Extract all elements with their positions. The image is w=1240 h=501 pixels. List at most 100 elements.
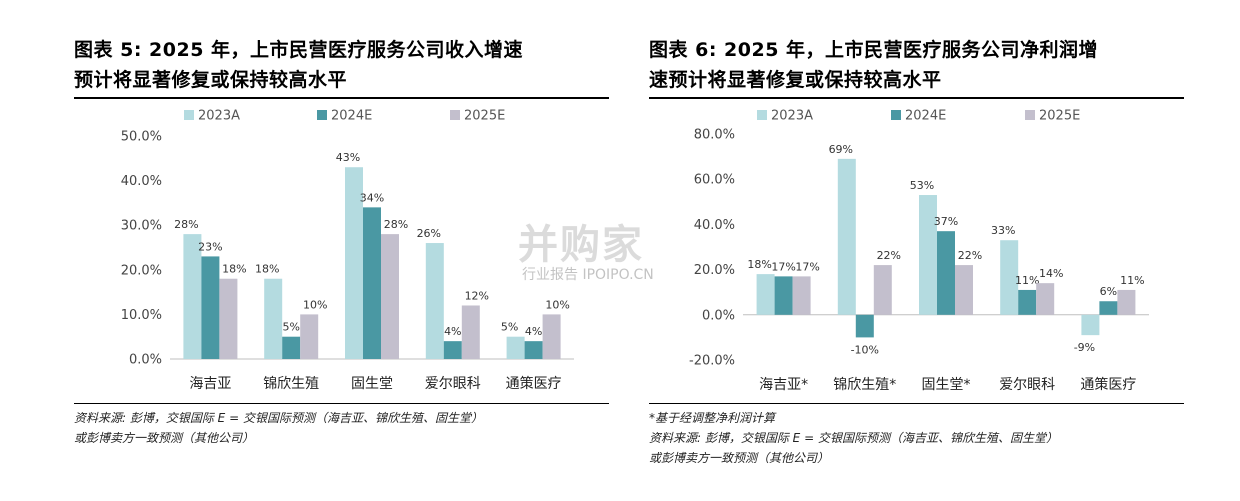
data-label: 53% [910, 179, 934, 192]
data-label: 4% [525, 325, 542, 338]
bar-2025E-0 [219, 278, 238, 359]
bar-2024E-4 [524, 341, 543, 359]
data-label: 28% [384, 218, 408, 231]
bar-2023A-4 [506, 336, 525, 359]
y-axis-ticks: 0.0% 10.0% 20.0% 30.0% 40.0% 50.0% [121, 130, 162, 368]
data-label: 17% [795, 260, 819, 273]
y-tick-label: 40.0% [694, 218, 735, 233]
x-category-label: 锦欣生殖 [263, 375, 319, 392]
title-divider [649, 97, 1184, 99]
x-category-label: 锦欣生殖* [833, 376, 896, 393]
chart-title-line-1: 图表 5: 2025 年，上市民营医疗服务公司收入增速 [74, 39, 524, 61]
chart-title: 图表 6: 2025 年，上市民营医疗服务公司净利润增 速预计将显著修复或保持较… [649, 35, 1189, 95]
x-category-label: 海吉亚* [759, 377, 808, 393]
bar-2024E-3 [1018, 289, 1037, 315]
y-tick-label: 0.0% [702, 308, 735, 323]
legend-swatch-2025E [1025, 110, 1035, 120]
bar-2024E-3 [443, 341, 462, 359]
source-note: 资料来源: 彭博，交银国际 E = 交银国际预测（海吉亚、锦欣生殖、固生堂） 或… [74, 408, 614, 448]
chart-panel-net-profit-growth: 图表 6: 2025 年，上市民营医疗服务公司净利润增 速预计将显著修复或保持较… [649, 0, 1189, 501]
chart-legend: 2023A 2024E 2025E [757, 109, 1080, 124]
bar-2024E-2 [937, 231, 955, 315]
data-label: 14% [1039, 267, 1063, 280]
footer-divider [74, 403, 609, 404]
y-tick-label: 20.0% [694, 263, 735, 278]
legend-label-2025E: 2025E [464, 109, 505, 124]
x-category-label: 爱尔眼科 [425, 376, 481, 392]
source-line-2: 或彭博卖方一致预测（其他公司） [74, 431, 255, 445]
net-profit-growth-bar-chart: 2023A 2024E 2025E -20.0% 0.0% 20.0% 40.0% 60.0%… [689, 109, 1149, 393]
bar-2023A-0 [756, 274, 775, 315]
data-label: 33% [991, 224, 1015, 237]
data-label: 11% [1120, 274, 1144, 287]
legend-swatch-2024E [891, 110, 901, 120]
bar-2024E-0 [201, 256, 220, 359]
legend-label-2025E: 2025E [1039, 109, 1080, 124]
legend-label-2024E: 2024E [905, 109, 946, 124]
bar-2025E-1 [300, 314, 319, 359]
source-line-1: 资料来源: 彭博，交银国际 E = 交银国际预测（海吉亚、锦欣生殖、固生堂） [74, 411, 483, 425]
bars: 18% 17% 17%69%-10%22%53%37%22%33%11%14%-9%… [747, 143, 1144, 357]
y-tick-label: 30.0% [121, 219, 162, 234]
data-label: 26% [417, 227, 441, 240]
bar-2023A-3 [425, 243, 444, 359]
data-label: 18% [222, 263, 246, 276]
bar-2023A-0 [183, 234, 202, 359]
legend-swatch-2025E [450, 110, 460, 120]
y-axis-ticks: -20.0% 0.0% 20.0% 40.0% 60.0% 80.0% [689, 128, 735, 369]
bar-2023A-2 [919, 195, 937, 315]
data-label: 18% [255, 263, 279, 276]
bar-2025E-2 [381, 234, 399, 359]
y-tick-label: 50.0% [121, 130, 162, 145]
bar-2025E-1 [873, 265, 892, 315]
title-divider [74, 97, 609, 99]
chart-title-line-1: 图表 6: 2025 年，上市民营医疗服务公司净利润增 [649, 39, 1099, 61]
x-category-label: 固生堂* [922, 377, 971, 393]
data-label: 11% [1015, 274, 1039, 287]
data-label: 10% [545, 298, 569, 311]
source-line-2: 或彭博卖方一致预测（其他公司） [649, 451, 830, 465]
legend-swatch-2024E [317, 110, 327, 120]
bar-2025E-2 [955, 265, 973, 315]
y-tick-label: -20.0% [689, 354, 735, 369]
data-label: -9% [1074, 341, 1095, 354]
data-label: 43% [336, 151, 360, 164]
y-tick-label: 0.0% [129, 353, 162, 368]
y-tick-label: 40.0% [121, 174, 162, 189]
chart-legend: 2023A 2024E 2025E [184, 109, 505, 124]
data-label: 5% [501, 321, 518, 334]
y-tick-label: 60.0% [694, 173, 735, 188]
x-category-label: 固生堂 [351, 376, 393, 392]
bar-2024E-1 [855, 314, 874, 338]
data-label: 22% [877, 249, 901, 262]
data-label: 37% [934, 215, 958, 228]
x-category-label: 海吉亚 [189, 376, 231, 392]
bars: 28%23%18% 18%5%10%43%34%28%26%4%12%5% 4%10… [174, 151, 570, 359]
bar-2024E-2 [363, 207, 381, 359]
data-label: 28% [174, 218, 198, 231]
revenue-growth-bar-chart: 2023A 2024E 2025E 0.0% 10.0% 20.0% 30.0% 40.0% 5… [121, 109, 574, 392]
bar-2024E-0 [774, 276, 793, 315]
data-label: 23% [198, 240, 222, 253]
data-label: 6% [1100, 285, 1117, 298]
data-label: 5% [282, 321, 299, 334]
bar-2025E-0 [792, 276, 811, 315]
bar-2025E-4 [542, 314, 561, 359]
adjusted-profit-note: *基于经调整净利润计算 [649, 411, 776, 425]
chart-title-line-2: 速预计将显著修复或保持较高水平 [649, 69, 942, 91]
legend-label-2024E: 2024E [331, 109, 372, 124]
bar-2023A-1 [837, 158, 856, 315]
x-category-label: 爱尔眼科 [999, 377, 1055, 393]
data-label: 12% [465, 289, 489, 302]
legend-label-2023A: 2023A [198, 109, 240, 124]
footer-divider [649, 403, 1184, 404]
chart-title: 图表 5: 2025 年，上市民营医疗服务公司收入增速 预计将显著修复或保持较高… [74, 35, 614, 95]
chart-title-line-2: 预计将显著修复或保持较高水平 [74, 69, 348, 91]
data-label: -10% [851, 343, 879, 356]
data-label: 4% [444, 325, 461, 338]
y-tick-label: 20.0% [121, 263, 162, 278]
data-label: 69% [829, 143, 853, 156]
legend-swatch-2023A [184, 110, 194, 120]
bar-2023A-3 [1000, 240, 1019, 315]
bar-2025E-3 [461, 305, 480, 359]
